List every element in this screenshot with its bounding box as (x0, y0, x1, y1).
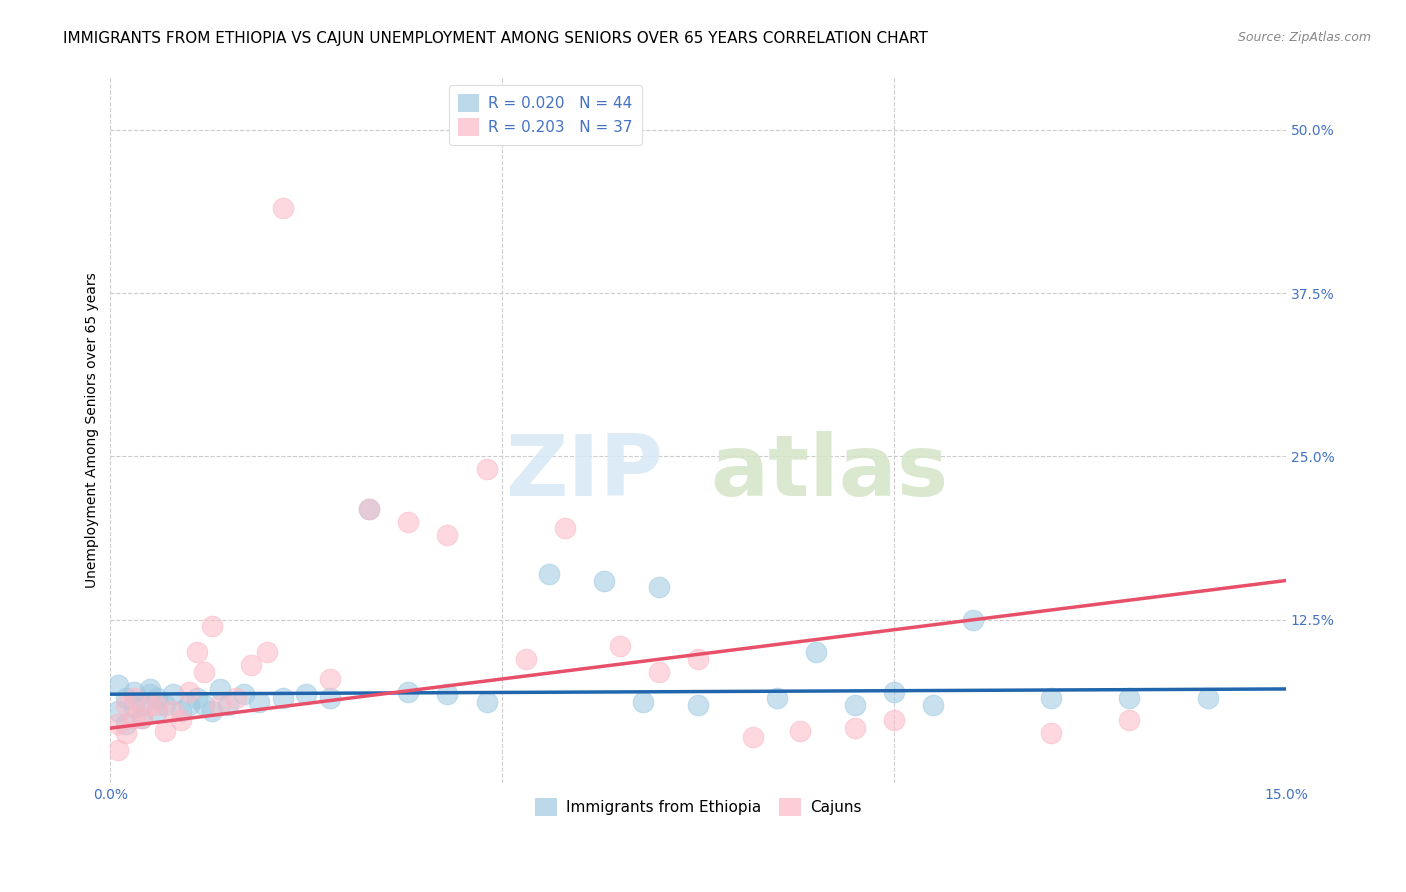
Point (633, 695, 655, 709)
Point (131, 711, 153, 725)
Point (162, 704, 184, 718)
Point (844, 698, 866, 712)
Point (1118, 714, 1140, 728)
Point (688, 652, 710, 666)
Point (436, 687, 458, 701)
Text: atlas: atlas (710, 431, 948, 514)
Point (357, 501, 380, 516)
Point (271, 201, 294, 215)
Point (131, 698, 153, 712)
Point (922, 698, 945, 712)
Point (107, 704, 129, 718)
Point (554, 521, 576, 535)
Y-axis label: Unemployment Among Seniors over 65 years: Unemployment Among Seniors over 65 years (86, 272, 100, 588)
Point (844, 721, 866, 735)
Point (804, 645, 827, 659)
Point (1039, 691, 1062, 706)
Point (232, 687, 254, 701)
Point (883, 684, 905, 698)
Point (146, 698, 169, 712)
Point (115, 691, 138, 706)
Point (319, 672, 342, 686)
Point (1039, 726, 1062, 740)
Point (240, 658, 263, 673)
Point (225, 691, 247, 706)
Point (122, 684, 145, 698)
Point (436, 528, 458, 542)
Point (688, 698, 710, 712)
Point (107, 743, 129, 757)
Point (271, 691, 294, 706)
Point (155, 698, 177, 712)
Point (295, 687, 318, 701)
Point (201, 619, 224, 633)
Point (475, 695, 498, 709)
Point (962, 613, 984, 627)
Point (396, 684, 419, 698)
Point (209, 698, 232, 712)
Point (186, 645, 208, 659)
Point (193, 698, 215, 712)
Point (138, 687, 160, 701)
Point (217, 698, 239, 712)
Point (146, 704, 169, 718)
Point (648, 580, 671, 594)
Point (122, 711, 145, 725)
Point (201, 704, 224, 718)
Point (319, 691, 342, 706)
Point (1118, 691, 1140, 706)
Point (609, 639, 631, 653)
Point (247, 695, 270, 709)
Point (155, 723, 177, 738)
Point (648, 665, 671, 679)
Point (193, 665, 215, 679)
Point (115, 717, 138, 731)
Point (122, 691, 145, 706)
Point (883, 714, 905, 728)
Point (115, 726, 138, 740)
Point (170, 704, 193, 718)
Point (107, 678, 129, 692)
Point (177, 684, 200, 698)
Point (186, 691, 208, 706)
Point (107, 717, 129, 731)
Point (131, 711, 153, 725)
Point (789, 723, 811, 738)
Text: IMMIGRANTS FROM ETHIOPIA VS CAJUN UNEMPLOYMENT AMONG SENIORS OVER 65 YEARS CORRE: IMMIGRANTS FROM ETHIOPIA VS CAJUN UNEMPL… (63, 31, 928, 46)
Point (138, 698, 160, 712)
Point (593, 574, 616, 588)
Point (115, 698, 138, 712)
Point (122, 700, 145, 714)
Text: ZIP: ZIP (505, 431, 664, 514)
Point (396, 515, 419, 529)
Point (538, 566, 561, 581)
Point (1197, 691, 1219, 706)
Point (177, 698, 200, 712)
Point (209, 681, 232, 696)
Point (357, 501, 380, 516)
Point (138, 681, 160, 696)
Point (742, 731, 765, 745)
Legend: Immigrants from Ethiopia, Cajuns: Immigrants from Ethiopia, Cajuns (526, 789, 870, 825)
Point (162, 687, 184, 701)
Point (475, 462, 498, 476)
Point (146, 691, 169, 706)
Text: Source: ZipAtlas.com: Source: ZipAtlas.com (1237, 31, 1371, 45)
Point (170, 714, 193, 728)
Point (765, 691, 787, 706)
Point (515, 652, 537, 666)
Point (256, 645, 278, 659)
